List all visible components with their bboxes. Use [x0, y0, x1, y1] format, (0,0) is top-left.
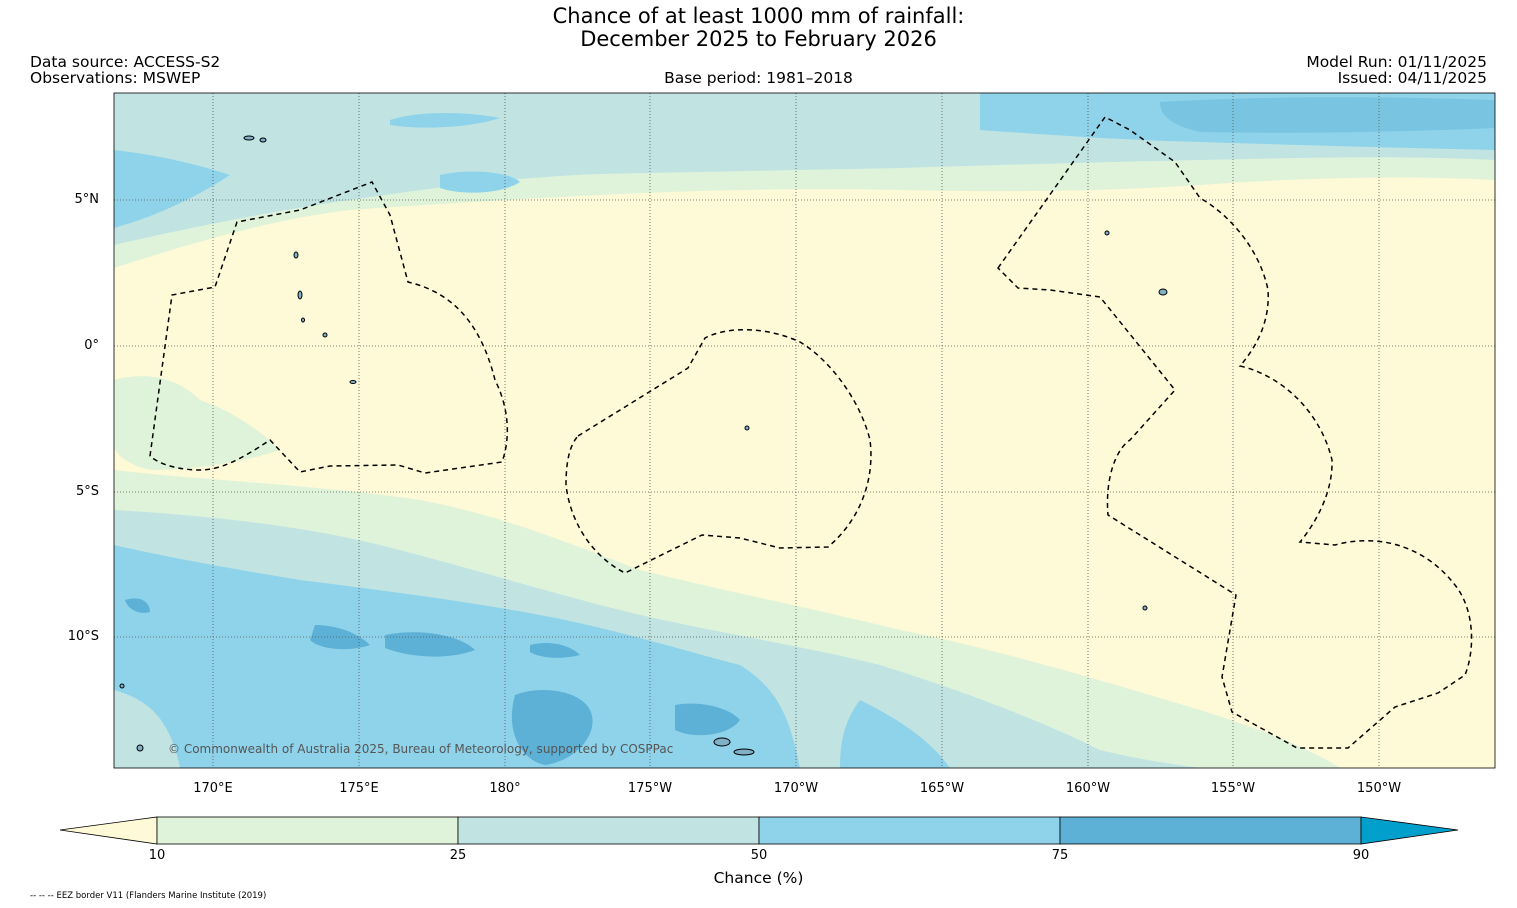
- colorbar-tick: 10: [148, 848, 166, 863]
- data-source: Data source: ACCESS-S2: [30, 53, 221, 71]
- colorbar-tick: 75: [1051, 848, 1069, 863]
- colorbar-label: Chance (%): [713, 869, 804, 887]
- lon-label: 175°E: [339, 781, 379, 796]
- colorbar: [59, 816, 1459, 845]
- lon-label: 165°W: [919, 781, 965, 796]
- lat-label: 10°S: [67, 629, 99, 644]
- map-title-line1: Chance of at least 1000 mm of rainfall:: [552, 4, 965, 28]
- patch-75-90-b: [385, 632, 475, 657]
- islands: [119, 135, 1168, 756]
- colorbar-tick: 90: [1352, 848, 1370, 863]
- patch-75-90-e: [675, 703, 740, 736]
- lon-label: 170°W: [773, 781, 819, 796]
- lat-label: 5°N: [74, 192, 100, 207]
- lon-label: 170°E: [193, 781, 233, 796]
- lon-label: 180°: [489, 781, 521, 796]
- copyright-notice: © Commonwealth of Australia 2025, Bureau…: [168, 742, 674, 756]
- lon-label: 160°W: [1065, 781, 1111, 796]
- eez-border-west[interactable]: [149, 181, 509, 474]
- south-band-50-75: [114, 545, 800, 768]
- patch-75-90-c: [530, 643, 580, 658]
- eez-legend-footer: -- -- -- EEZ border V11 (Flanders Marine…: [30, 891, 267, 901]
- sw-corner-25-50: [114, 690, 180, 768]
- colorbar-seg-50-75: [758, 816, 1061, 845]
- colorbar-extend-low: [59, 816, 158, 845]
- lon-label: 155°W: [1210, 781, 1256, 796]
- model-run: Model Run: 01/11/2025: [1306, 53, 1487, 71]
- map-frame: [113, 92, 1496, 769]
- north-patch-50-75-b: [390, 113, 500, 128]
- west-equator-10-25: [114, 376, 280, 470]
- north-band-50-75-west: [114, 150, 230, 228]
- colorbar-seg-25-50: [457, 816, 760, 845]
- eez-border-central[interactable]: [565, 328, 872, 574]
- lon-label: 150°W: [1356, 781, 1402, 796]
- lat-label: 0°: [84, 338, 99, 353]
- colorbar-extend-high: [1360, 816, 1459, 845]
- patch-75-90-f: [125, 598, 150, 613]
- north-band-50-75-east: [980, 93, 1495, 150]
- base-period: Base period: 1981–2018: [664, 69, 853, 87]
- probability-field: [114, 93, 1495, 768]
- south-patch-50-75: [840, 700, 950, 768]
- colorbar-seg-10-25: [156, 816, 459, 845]
- colorbar-tick: 50: [750, 848, 768, 863]
- map-title-line2: December 2025 to February 2026: [580, 27, 937, 51]
- observations: Observations: MSWEP: [30, 69, 201, 87]
- lat-label: 5°S: [75, 484, 99, 499]
- issued-date: Issued: 04/11/2025: [1337, 69, 1487, 87]
- eez-borders: [149, 116, 1473, 749]
- north-band-75-90: [1160, 97, 1495, 133]
- colorbar-seg-75-90: [1059, 816, 1362, 845]
- lon-label: 175°W: [627, 781, 673, 796]
- patch-75-90-d: [511, 690, 593, 765]
- graticule: [114, 93, 1495, 768]
- north-patch-50-75: [440, 171, 520, 193]
- colorbar-tick: 25: [449, 848, 467, 863]
